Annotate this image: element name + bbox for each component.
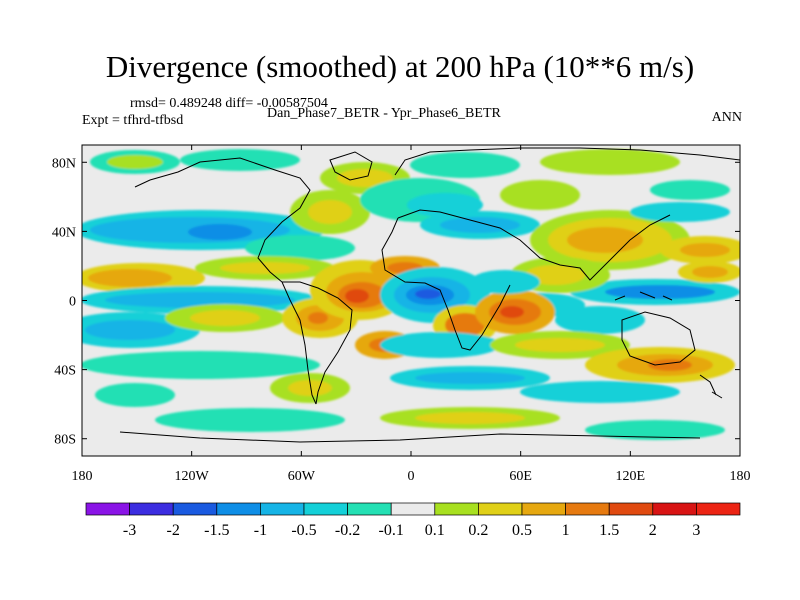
colorbar-label: -1 xyxy=(254,522,267,539)
y-tick-label: 80S xyxy=(54,433,76,448)
x-tick-label: 120E xyxy=(616,469,646,484)
colorbar-label: 3 xyxy=(692,522,700,539)
y-tick-label: 0 xyxy=(69,295,76,310)
coastlines xyxy=(119,147,740,443)
x-tick-label: 0 xyxy=(408,469,415,484)
x-tick-label: 180 xyxy=(730,469,751,484)
colorbar-label: 2 xyxy=(649,522,657,539)
divergence-field xyxy=(82,145,740,456)
colorbar-swatch xyxy=(172,502,218,516)
x-tick-label: 180 xyxy=(72,469,93,484)
colorbar-label: 0.1 xyxy=(425,522,445,539)
colorbar-label: 1 xyxy=(562,522,570,539)
colorbar-swatch xyxy=(390,502,436,516)
colorbar-swatch xyxy=(478,502,523,516)
colorbar-label: 0.5 xyxy=(512,522,532,539)
x-tick-label: 60E xyxy=(509,469,532,484)
colorbar-label: -2 xyxy=(167,522,180,539)
colorbar-label: -3 xyxy=(123,522,136,539)
experiment-label: Expt = tfhrd-tfbsd xyxy=(82,113,184,128)
stats-label: rmsd= 0.489248 diff= -0.00587504 xyxy=(130,96,328,111)
colorbar-swatch xyxy=(565,502,610,516)
y-tick-label: 40N xyxy=(52,225,76,240)
colorbar-label: -1.5 xyxy=(204,522,229,539)
chart-title: Divergence (smoothed) at 200 hPa (10**6 … xyxy=(105,49,695,84)
case-label: Dan_Phase7_BETR - Ypr_Phase6_BETR xyxy=(267,106,501,121)
colorbar-swatch xyxy=(129,502,174,516)
x-tick-label: 60W xyxy=(288,469,316,484)
colorbar-swatch xyxy=(347,502,392,516)
axes: 180 120W 60W 0 60E 120E 180 80N 40N 0 40S 80S xyxy=(52,145,751,484)
colorbar: -3 -2 -1.5 -1 -0.5 -0.2 -0.1 0.1 0.2 0.5 1 1.5 2 3 xyxy=(85,502,741,539)
period-label: ANN xyxy=(711,110,742,125)
colorbar-swatch xyxy=(85,502,130,516)
colorbar-swatch xyxy=(303,502,348,516)
colorbar-label: -0.2 xyxy=(335,522,360,539)
colorbar-swatch xyxy=(608,502,654,516)
colorbar-swatch xyxy=(260,502,305,516)
colorbar-swatch xyxy=(652,502,697,516)
colorbar-label: 1.5 xyxy=(599,522,619,539)
x-tick-label: 120W xyxy=(175,469,210,484)
colorbar-label: -0.1 xyxy=(379,522,404,539)
colorbar-swatch xyxy=(434,502,479,516)
colorbar-swatch xyxy=(216,502,261,516)
colorbar-label: 0.2 xyxy=(468,522,488,539)
colorbar-swatch xyxy=(696,502,741,516)
colorbar-swatch xyxy=(521,502,566,516)
colorbar-label: -0.5 xyxy=(291,522,316,539)
y-tick-label: 80N xyxy=(52,156,76,171)
y-tick-label: 40S xyxy=(54,364,76,379)
